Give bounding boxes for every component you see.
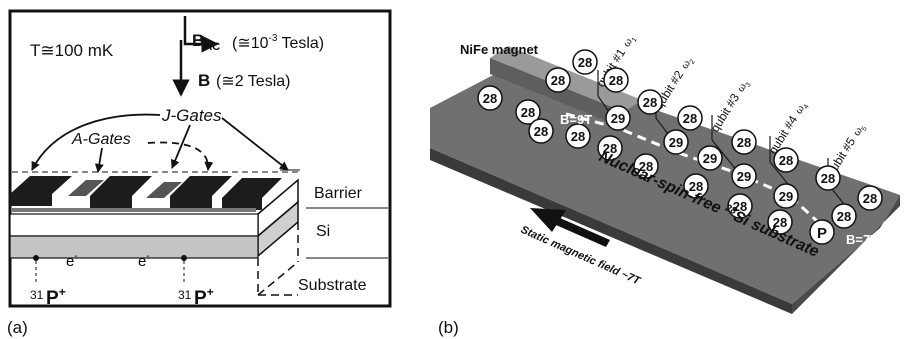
svg-text:28: 28 — [683, 111, 697, 126]
si-layer — [9, 235, 259, 259]
svg-text:29: 29 — [737, 169, 751, 184]
si29-atoms: 29 29 29 29 29 — [605, 105, 799, 209]
b-static-label: B — [198, 71, 210, 90]
atom-28: 28 — [815, 165, 841, 191]
atom-28: 28 — [528, 118, 554, 144]
atom-28: 28 — [773, 147, 799, 173]
atom-28: 28 — [767, 209, 793, 235]
svg-text:28: 28 — [689, 179, 703, 194]
donor-right-label: P+ — [194, 285, 214, 309]
b-static-value: (≅2 Tesla) — [216, 73, 290, 90]
svg-text:29: 29 — [779, 189, 793, 204]
svg-text:28: 28 — [534, 124, 548, 139]
svg-text:28: 28 — [821, 171, 835, 186]
b-ac-label: BAC — [192, 31, 220, 53]
atom-28: 28 — [633, 153, 659, 179]
svg-text:28: 28 — [603, 141, 617, 156]
b-ac-value: (≅10-3 Tesla) — [232, 33, 324, 52]
panel-a: T≅100 mK BAC (≅10-3 Tesla) B (≅2 Tesla) J… — [7, 9, 392, 337]
static-field-arrow-body — [556, 218, 610, 247]
svg-text:29: 29 — [611, 111, 625, 126]
atom-28: 28 — [603, 67, 629, 93]
substrate-label: Substrate — [298, 277, 367, 294]
atom-28: 28 — [831, 203, 857, 229]
j-gates-label: J-Gates — [161, 106, 222, 125]
barrier-layer — [9, 213, 259, 237]
svg-text:28: 28 — [551, 73, 565, 88]
svg-text:28: 28 — [609, 73, 623, 88]
svg-text:28: 28 — [571, 129, 585, 144]
si-label: Si — [316, 223, 330, 240]
electron-right: e- — [138, 251, 150, 270]
atom-28: 28 — [515, 99, 541, 125]
donor-right: 31 P+ e- — [138, 251, 214, 309]
gate-row — [10, 169, 300, 212]
b-ac-arrow — [183, 16, 219, 53]
atom-28: 28 — [477, 85, 503, 111]
substrate-slab-front — [430, 148, 792, 314]
svg-text:28: 28 — [521, 105, 535, 120]
donor-left-mass: 31 — [30, 288, 44, 302]
atom-28: 28 — [683, 173, 709, 199]
svg-text:28: 28 — [773, 215, 787, 230]
svg-text:28: 28 — [578, 55, 592, 70]
svg-text:28: 28 — [639, 159, 653, 174]
field-7t-label: B=7T — [846, 232, 878, 247]
svg-text:28: 28 — [643, 95, 657, 110]
donor-left: 31 P+ e- — [30, 251, 78, 309]
gate-arrows — [31, 113, 289, 173]
phosphorus-atom: P — [809, 219, 835, 245]
qubit-3-label: qubit #3ω3 — [708, 77, 753, 136]
atom-28: 28 — [545, 67, 571, 93]
atom-28: 28 — [597, 135, 623, 161]
electron-left: e- — [66, 251, 78, 270]
temperature-label: T≅100 mK — [30, 41, 114, 60]
barrier-label: Barrier — [314, 185, 363, 202]
atom-28: 28 — [677, 105, 703, 131]
panel-b-caption: (b) — [438, 318, 459, 337]
atom-28: 28 — [565, 123, 591, 149]
panel-a-caption: (a) — [7, 318, 28, 337]
svg-text:P: P — [817, 225, 827, 242]
substrate-slab-side — [792, 195, 900, 314]
svg-text:28: 28 — [733, 199, 747, 214]
atom-28: 28 — [637, 89, 663, 115]
atom-28: 28 — [731, 129, 757, 155]
svg-text:28: 28 — [779, 153, 793, 168]
atom-29: 29 — [773, 183, 799, 209]
static-field-arrow-head — [530, 208, 566, 232]
svg-text:28: 28 — [483, 91, 497, 106]
svg-text:29: 29 — [669, 135, 683, 150]
atom-29: 29 — [605, 105, 631, 131]
atom-29: 29 — [697, 145, 723, 171]
device-stack: Barrier Si Substrate — [9, 178, 388, 296]
atom-28: 28 — [727, 193, 753, 219]
svg-text:28: 28 — [863, 191, 877, 206]
si28-atoms: 28 28 28 28 28 28 28 28 28 28 28 28 28 2… — [477, 49, 883, 235]
field-9t-label: B=9T — [560, 112, 592, 127]
nife-magnet-label: NiFe magnet — [460, 42, 539, 57]
atom-28: 28 — [857, 185, 883, 211]
svg-text:28: 28 — [837, 209, 851, 224]
panel-b: NiFe magnet qubit #1ω1 qubit #2ω2 qubit … — [430, 36, 900, 337]
atom-29: 29 — [731, 163, 757, 189]
a-gates-label: A-Gates — [71, 131, 131, 148]
atom-29: 29 — [663, 129, 689, 155]
atom-28: 28 — [572, 49, 598, 75]
donor-right-mass: 31 — [178, 288, 192, 302]
svg-text:28: 28 — [737, 135, 751, 150]
donor-left-label: P+ — [46, 285, 66, 309]
nife-magnet-front — [490, 58, 624, 128]
svg-text:29: 29 — [703, 151, 717, 166]
